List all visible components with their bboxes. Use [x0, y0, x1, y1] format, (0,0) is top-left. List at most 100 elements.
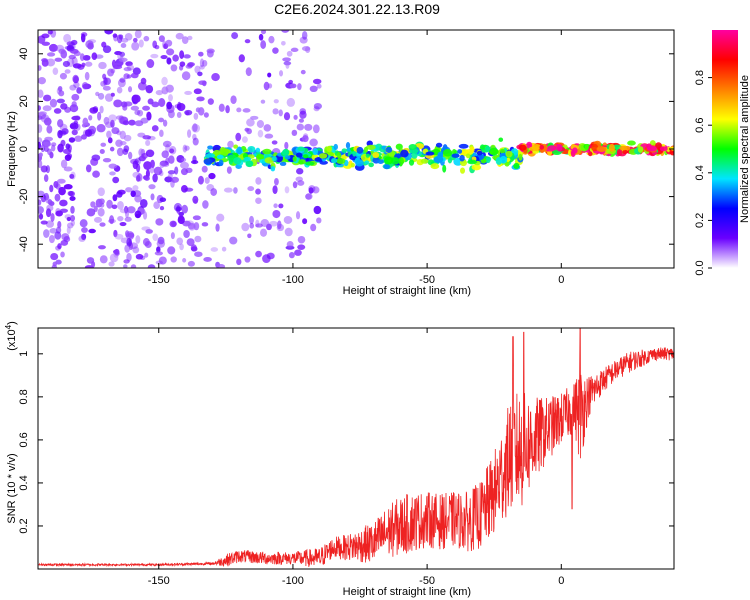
band-blob [279, 161, 287, 166]
band-blob [500, 148, 505, 155]
noise-blob [46, 125, 53, 134]
noise-blob [316, 217, 322, 224]
noise-blob [132, 185, 139, 191]
noise-blob [149, 165, 155, 174]
snr-marks [38, 328, 674, 568]
noise-blob [104, 30, 114, 35]
noise-blob [260, 30, 267, 35]
noise-blob [73, 81, 80, 89]
noise-blob [57, 119, 64, 128]
noise-blob [101, 41, 107, 48]
band-blob [377, 159, 384, 164]
noise-blob [115, 139, 123, 147]
noise-blob [66, 41, 75, 47]
noise-blob [81, 134, 87, 140]
noise-blob [211, 73, 220, 82]
x-tick-label: -150 [148, 274, 170, 286]
noise-blob [210, 188, 218, 196]
noise-blob [299, 36, 308, 44]
noise-blob [109, 215, 115, 225]
noise-blob [38, 206, 44, 214]
noise-blob [116, 191, 123, 198]
noise-blob [113, 99, 123, 108]
noise-blob [186, 238, 195, 247]
noise-blob [194, 65, 201, 74]
noise-blob [210, 247, 219, 252]
noise-blob [131, 41, 140, 51]
noise-blob [164, 176, 173, 183]
noise-blob [309, 85, 318, 93]
noise-blob [170, 64, 178, 72]
noise-blob [202, 60, 208, 67]
noise-blob [58, 130, 67, 136]
noise-blob [85, 40, 94, 49]
noise-blob [146, 111, 152, 121]
noise-blob [302, 218, 308, 225]
noise-blob [204, 177, 210, 184]
noise-blob [93, 216, 103, 223]
snr-ticks: -150 -100 -50 0 0.2 0.4 0.6 0.8 1 [18, 328, 674, 587]
noise-blob [183, 229, 190, 239]
noise-blob [128, 119, 136, 126]
noise-blob [179, 61, 186, 67]
noise-blob [150, 159, 155, 169]
noise-blob [80, 33, 86, 43]
noise-blob [247, 233, 252, 239]
noise-blob [293, 114, 298, 120]
band-blob [385, 146, 393, 153]
noise-blob [108, 261, 115, 267]
noise-blob [59, 123, 68, 132]
noise-blob [54, 231, 62, 240]
band-blob [584, 144, 589, 151]
noise-blob [272, 47, 279, 54]
band-blob [398, 157, 404, 166]
noise-blob [77, 64, 85, 70]
band-blob [596, 146, 607, 152]
noise-blob [145, 84, 154, 94]
noise-blob [41, 33, 50, 39]
noise-blob [201, 222, 209, 227]
noise-blob [132, 94, 141, 103]
noise-blob [125, 230, 130, 238]
noise-blob [116, 86, 123, 94]
colorbar-ticks: 0.0 0.2 0.4 0.6 0.8 [694, 70, 712, 276]
noise-blob [235, 132, 242, 142]
noise-blob [272, 209, 281, 219]
noise-blob [238, 54, 245, 63]
noise-blob [53, 108, 62, 114]
noise-blob [55, 245, 61, 251]
noise-blob [139, 198, 148, 208]
noise-blob [194, 251, 203, 257]
noise-blob [106, 199, 113, 209]
noise-blob [193, 88, 202, 95]
noise-blob [107, 137, 113, 144]
noise-blob [48, 234, 55, 244]
noise-blob [45, 165, 51, 174]
noise-blob [130, 72, 139, 79]
noise-blob [137, 109, 144, 117]
y-tick-label: -40 [18, 236, 30, 252]
noise-blob [45, 208, 52, 218]
noise-blob [216, 213, 225, 222]
band-blob [518, 153, 523, 161]
noise-blob [316, 83, 322, 89]
noise-blob [69, 48, 79, 54]
noise-blob [64, 69, 71, 74]
noise-blob [51, 264, 57, 268]
noise-blob [44, 136, 54, 142]
noise-blob [63, 166, 73, 172]
band-blob [655, 142, 662, 149]
band-blob [243, 156, 252, 162]
noise-blob [241, 136, 248, 143]
colorbar-tick-label: 0.2 [694, 213, 706, 228]
noise-blob [71, 93, 80, 101]
noise-blob [191, 123, 201, 133]
noise-blob [59, 72, 68, 80]
noise-blob [297, 244, 306, 250]
noise-blob [59, 199, 68, 207]
noise-blob [65, 143, 71, 150]
noise-blob [186, 62, 194, 68]
noise-blob [91, 261, 96, 268]
noise-blob [258, 33, 264, 41]
noise-blob [38, 124, 43, 133]
